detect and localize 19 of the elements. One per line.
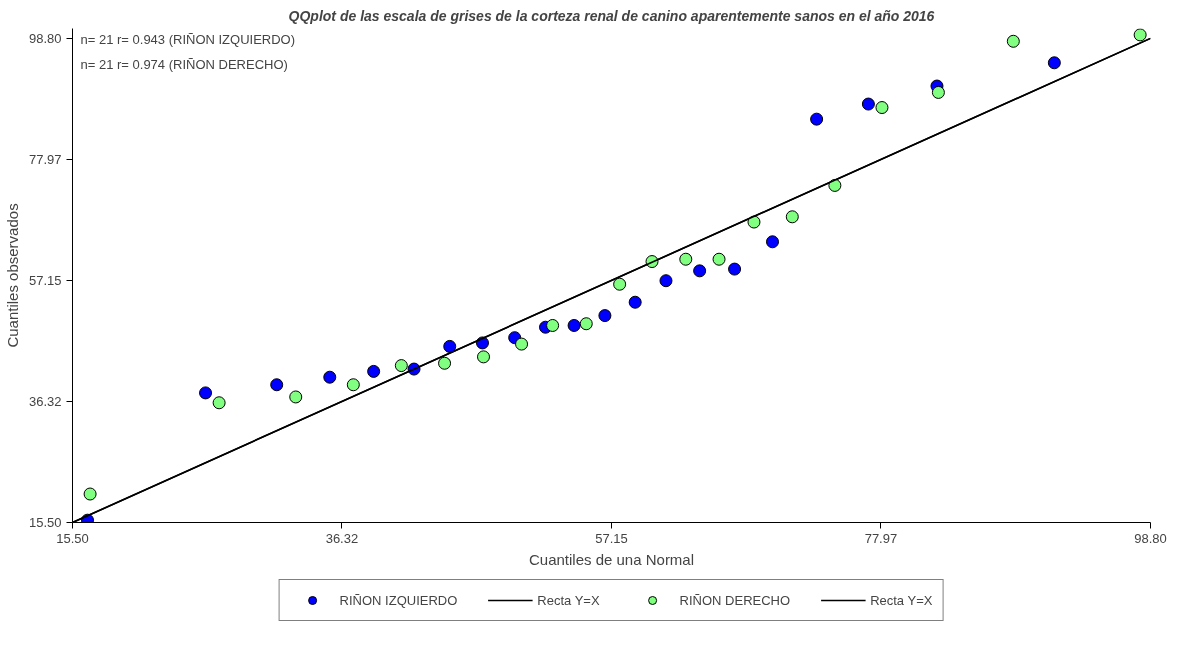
x-tick-label: 57.15 — [595, 530, 628, 546]
x-axis-title: Cuantiles de una Normal — [528, 550, 695, 568]
annotation: n= 21 r= 0.943 (RIÑON IZQUIERDO) — [80, 31, 296, 47]
y-tick-label: 36.32 — [28, 394, 62, 409]
x-tick-label: 77.97 — [864, 530, 898, 546]
y-tick-label: 98.80 — [28, 30, 62, 46]
annotation: n= 21 r= 0.974 (RIÑON DERECHO) — [80, 56, 288, 72]
chart-title: QQplot de las escala de grises de la corteza renal de canino aparentemente sanos en el año 2016 — [288, 7, 935, 24]
legend-label: Recta Y=X — [537, 592, 600, 608]
legend-label: RIÑON DERECHO — [679, 592, 791, 608]
y-tick-label: 15.50 — [28, 515, 62, 530]
x-tick-label: 36.32 — [325, 530, 359, 546]
y-tick-label: 57.15 — [28, 272, 62, 288]
y-tick-label: 77.97 — [28, 151, 62, 167]
y-axis-title: Cuantiles observados — [3, 203, 21, 348]
x-tick-label: 98.80 — [1134, 530, 1167, 546]
legend-label: RIÑON IZQUIERDO — [339, 592, 458, 608]
legend-label: Recta Y=X — [870, 592, 933, 608]
x-tick-label: 15.50 — [56, 530, 89, 546]
